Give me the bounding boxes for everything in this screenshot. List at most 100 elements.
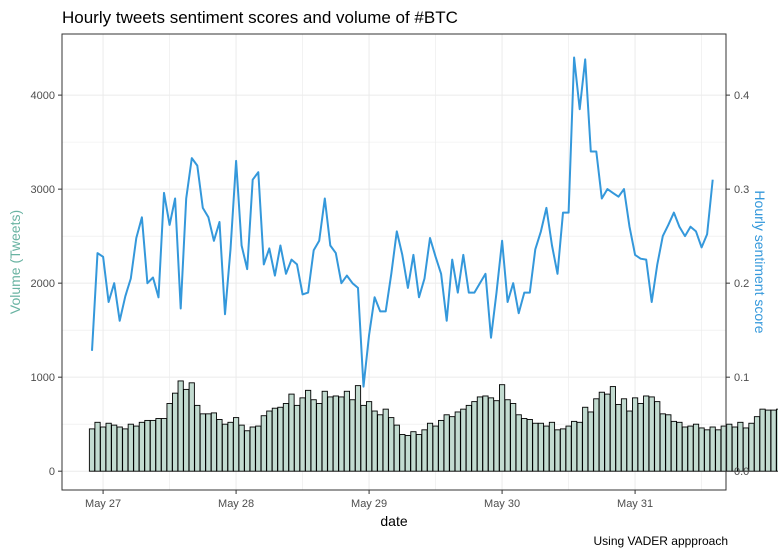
volume-bar (172, 392, 179, 472)
volume-bar (548, 421, 556, 472)
volume-bar (753, 416, 761, 472)
volume-bar (354, 385, 362, 472)
volume-bar (122, 428, 129, 472)
volume-bar (310, 399, 317, 472)
volume-bar (765, 409, 772, 472)
y-axis-left-label: Volume (Tweets) (7, 210, 23, 314)
y-left-tick-label: 0 (49, 466, 55, 478)
volume-bar (199, 413, 206, 472)
volume-bar (726, 423, 733, 472)
volume-bar (233, 417, 240, 472)
volume-bar (393, 424, 400, 472)
volume-bar (471, 401, 478, 472)
volume-bar (659, 413, 666, 472)
volume-bar (438, 419, 445, 472)
volume-bar (748, 422, 755, 472)
volume-bar (593, 398, 600, 472)
y-right-tick-label: 0.3 (734, 184, 749, 196)
volume-bar (399, 434, 406, 472)
volume-bar (776, 408, 778, 472)
volume-bar (582, 406, 589, 472)
volume-bar (127, 423, 134, 472)
volume-bar (282, 403, 290, 472)
volume-bar (443, 414, 450, 472)
volume-bar (670, 420, 677, 472)
volume-bar (188, 382, 195, 472)
volume-bar (266, 410, 273, 472)
volume-bar (493, 400, 500, 472)
sentiment-line (91, 56, 714, 388)
volume-bar (565, 425, 572, 472)
volume-bar (687, 425, 694, 472)
volume-bar (554, 429, 561, 472)
volume-bar (692, 423, 700, 472)
volume-bar (499, 384, 506, 472)
volume-bar (698, 427, 705, 472)
volume-bar (504, 399, 511, 472)
volume-bar (166, 403, 173, 472)
volume-bar (316, 403, 323, 472)
volume-bar (221, 423, 229, 472)
volume-bar (305, 389, 312, 472)
y-right-tick-label: 0.2 (734, 278, 749, 290)
volume-bar (105, 422, 112, 472)
volume-bar (288, 393, 295, 472)
volume-bar (271, 407, 278, 472)
volume-bar (537, 422, 544, 472)
volume-bar (138, 421, 145, 472)
volume-bar (559, 428, 567, 472)
volume-bar (100, 426, 107, 472)
volume-bar (715, 429, 722, 472)
volume-bar (116, 426, 123, 472)
volume-bar (382, 408, 389, 472)
volume-bar (388, 417, 395, 472)
y-left-tick-label: 3000 (31, 184, 55, 196)
chart-title: Hourly tweets sentiment scores and volum… (62, 8, 458, 27)
volume-bar (88, 428, 96, 472)
volume-bar (487, 397, 495, 472)
volume-bar (111, 424, 118, 472)
volume-bar (216, 419, 223, 472)
volume-bar (299, 397, 306, 472)
volume-bar (571, 420, 578, 472)
volume-bar (144, 419, 151, 472)
volume-bar (576, 421, 583, 472)
volume-bar (665, 414, 672, 472)
volume-bar (227, 421, 234, 472)
volume-bar (244, 430, 251, 472)
volume-bar (770, 409, 777, 472)
volume-bar (194, 404, 201, 472)
chart-caption: Using VADER appproach (593, 534, 728, 548)
volume-bar (293, 404, 301, 472)
volume-bar (338, 396, 345, 472)
volume-bar (343, 390, 350, 472)
volume-bar (155, 418, 162, 472)
x-tick-label: May 28 (218, 498, 254, 510)
volume-bar (626, 410, 633, 472)
volume-bar (94, 421, 101, 472)
volume-bar (681, 426, 689, 472)
volume-bar (510, 403, 517, 472)
y-left-tick-label: 4000 (31, 90, 55, 102)
volume-bar (637, 403, 644, 472)
volume-bar (327, 396, 334, 472)
y-right-tick-label: 0.4 (734, 90, 749, 102)
volume-bar (532, 422, 539, 472)
volume-bar (349, 399, 356, 472)
volume-bar (177, 380, 184, 472)
x-tick-label: May 31 (617, 498, 653, 510)
volume-bars (88, 380, 778, 472)
volume-bar (366, 401, 373, 472)
volume-bar (598, 391, 605, 472)
volume-bar (460, 408, 467, 472)
y-right-tick-label: 0.0 (734, 466, 749, 478)
volume-bar (454, 411, 461, 472)
volume-bar (332, 395, 339, 472)
y-axis-right: 0.0 0.1 0.2 0.3 0.4 (726, 90, 749, 478)
volume-bar (615, 403, 622, 472)
volume-bar (620, 398, 628, 472)
volume-bar (465, 404, 472, 472)
y-axis-left: 0 1000 2000 3000 4000 (31, 90, 62, 478)
grid (62, 34, 726, 490)
volume-bar (404, 435, 411, 472)
